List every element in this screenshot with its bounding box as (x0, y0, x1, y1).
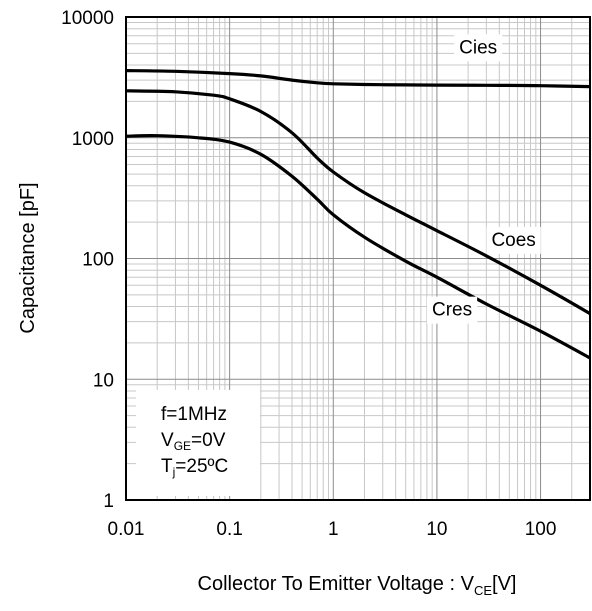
series-coes-line (125, 89, 591, 315)
series-cres-label: Cres (432, 300, 472, 321)
plot-frame (125, 16, 591, 501)
series-labels: Cies Coes Cres (426, 34, 541, 324)
conditions-annotation: f=1MHz VGE=0V Tj=25ºC (136, 390, 260, 496)
x-tick-label: 10 (426, 519, 447, 540)
series-cies-label: Cies (459, 37, 497, 58)
annotation-frequency: f=1MHz (161, 404, 227, 425)
annotation-vge: VGE=0V (161, 430, 226, 453)
series-cres-label-background (426, 296, 478, 324)
annotation-tj: Tj=25ºC (161, 456, 228, 479)
y-tick-label: 1 (103, 491, 114, 512)
series-curves (125, 69, 591, 360)
series-cies-label-background (454, 34, 503, 62)
x-tick-labels: 0.01 0.1 1 10 100 (108, 519, 557, 540)
x-tick-label: 0.01 (108, 519, 145, 540)
x-tick-label: 0.1 (216, 519, 242, 540)
y-axis-label: Capacitance [pF] (17, 182, 39, 333)
y-tick-label: 1000 (72, 129, 114, 150)
y-tick-labels: 1 10 100 1000 10000 (61, 8, 114, 512)
y-tick-label: 10 (93, 370, 114, 391)
series-cies-line (125, 69, 591, 89)
x-axis-label: Collector To Emitter Voltage : VCE[V] (198, 573, 517, 598)
y-tick-label: 100 (82, 250, 114, 271)
y-tick-label: 10000 (61, 8, 114, 29)
x-tick-label: 1 (328, 519, 339, 540)
series-cres-line (125, 134, 591, 360)
series-coes-label-background (486, 226, 541, 254)
series-coes-label: Coes (491, 230, 535, 251)
x-tick-label: 100 (525, 519, 557, 540)
annotation-background (136, 390, 260, 496)
